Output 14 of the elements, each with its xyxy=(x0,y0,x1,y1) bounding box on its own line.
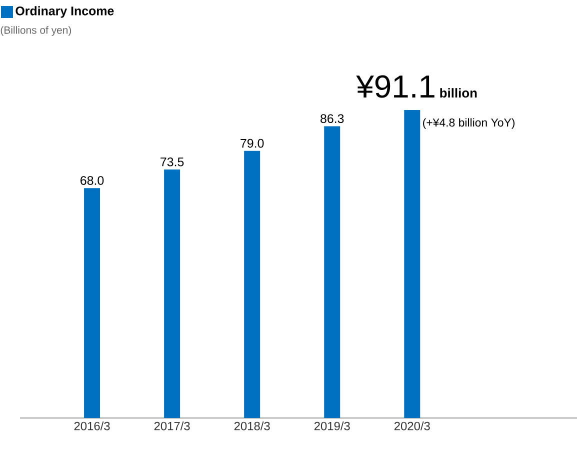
x-tick-label: 2018/3 xyxy=(234,422,270,430)
text: (Billions of yen) xyxy=(0,26,72,36)
legend-label: Ordinary Income xyxy=(16,6,114,18)
data-label: 86.3 xyxy=(320,114,344,124)
data-label: 73.5 xyxy=(160,157,184,166)
x-tick-label: 2019/3 xyxy=(314,422,350,430)
x-tick-label: 2020/3 xyxy=(394,422,430,430)
data-label: 79.0 xyxy=(240,138,264,148)
x-tick-label: 2017/3 xyxy=(154,422,190,430)
data-label: ¥91.1 xyxy=(356,75,434,98)
data-label: 68.0 xyxy=(80,176,104,185)
text: billion xyxy=(440,88,477,98)
x-tick-label: 2016/3 xyxy=(74,422,110,430)
annotation: (+¥4.8 billion YoY) xyxy=(423,118,515,129)
